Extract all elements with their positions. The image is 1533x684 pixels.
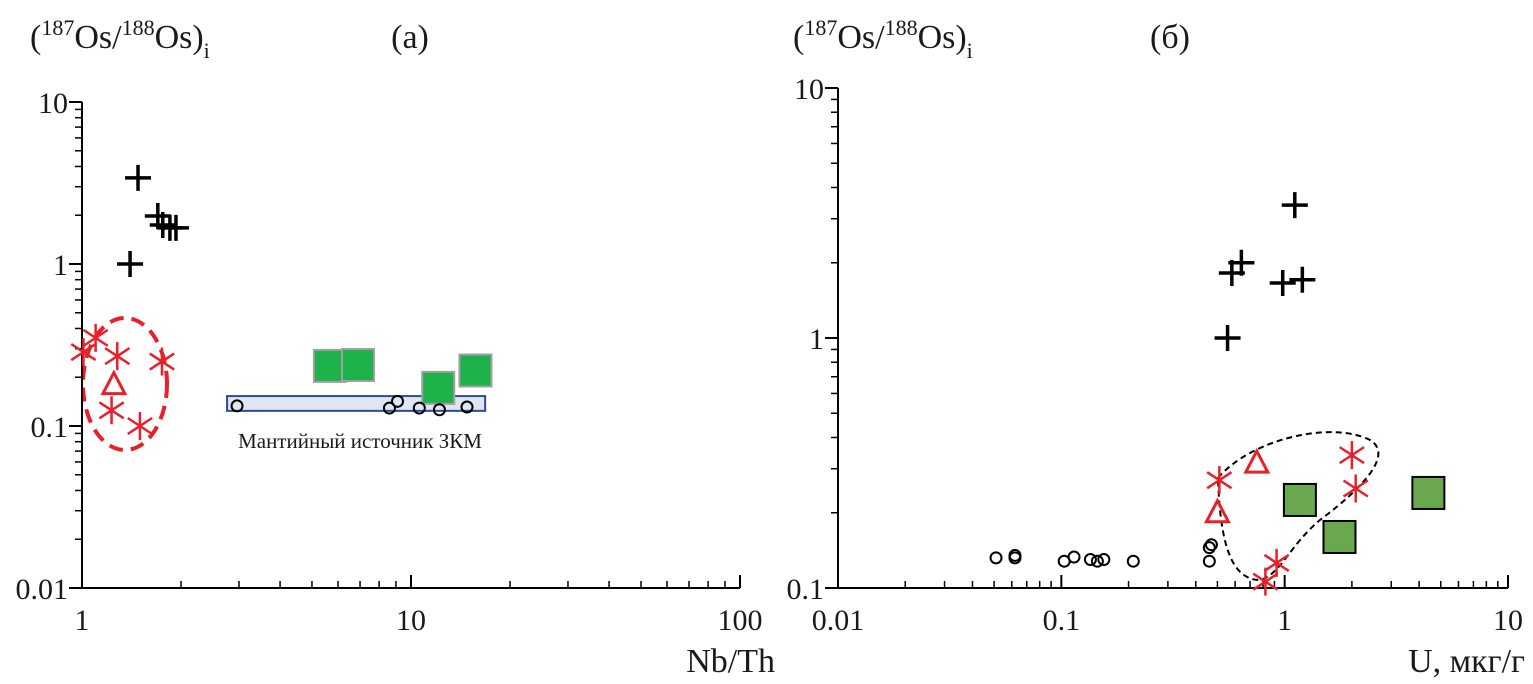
plus-marker <box>125 164 152 191</box>
y-axis-label-part: 188 <box>122 15 155 40</box>
plus-marker <box>1214 325 1241 351</box>
y-axis-label-part: Os/ <box>837 19 885 56</box>
circle-marker <box>1126 554 1140 568</box>
square-marker <box>1411 475 1446 510</box>
y-axis-label-part: ( <box>30 19 41 56</box>
asterisk-marker <box>1252 567 1279 596</box>
x-tick-label: 100 <box>718 604 763 637</box>
x-tick-label: 0.1 <box>1043 604 1081 637</box>
y-axis-label-part: Os) <box>918 19 967 56</box>
circle-marker <box>460 400 474 414</box>
asterisk-marker <box>1206 466 1233 495</box>
y-tick-label: 1 <box>809 323 824 356</box>
asterisk-marker <box>1339 441 1365 470</box>
plus-marker <box>1269 269 1296 296</box>
asterisk-marker <box>70 338 97 367</box>
y-axis-label-part: ( <box>793 19 804 56</box>
asterisk-marker <box>1342 474 1369 503</box>
y-axis-label-part: i <box>204 38 210 63</box>
x-tick-label: 1 <box>1277 604 1292 637</box>
y-tick-label: 0.1 <box>31 411 69 444</box>
y-axis-label: (187Os/188Os)i <box>30 15 210 63</box>
plus-marker <box>1218 259 1245 286</box>
y-tick-label: 0.01 <box>16 573 69 606</box>
y-axis-label-part: Os/ <box>74 19 122 56</box>
asterisk-marker <box>104 342 131 371</box>
y-tick-label: 10 <box>794 73 824 106</box>
circle-marker <box>1097 553 1111 567</box>
circle-marker <box>412 401 426 415</box>
plus-marker <box>162 214 189 241</box>
y-tick-label: 1 <box>53 249 68 282</box>
square-marker <box>1282 482 1317 517</box>
x-tick-label: 1 <box>75 604 90 637</box>
plus-marker <box>117 251 144 277</box>
y-axis-label-part: Os) <box>155 19 204 56</box>
y-axis-label-part: i <box>967 38 973 63</box>
group-outline <box>81 316 169 452</box>
panel-label: (а) <box>391 19 429 56</box>
square-marker <box>421 370 456 405</box>
x-axis-label: U, мкг/г <box>1408 643 1525 680</box>
x-tick-label: 0.01 <box>812 604 865 637</box>
circle-marker <box>382 401 396 415</box>
y-axis-label-part: 187 <box>804 15 837 40</box>
square-marker <box>340 347 375 382</box>
triangle-marker <box>100 369 128 396</box>
y-axis-label: (187Os/188Os)i <box>793 15 973 63</box>
circle-marker <box>230 399 244 413</box>
circle-marker <box>1067 550 1081 564</box>
circle-marker <box>1008 548 1022 562</box>
asterisk-marker <box>82 323 109 352</box>
square-marker <box>1322 519 1357 554</box>
square-marker <box>458 353 493 388</box>
triangle-marker <box>1243 447 1271 474</box>
x-tick-label: 10 <box>1493 604 1523 637</box>
circle-marker <box>989 551 1003 565</box>
triangle-marker <box>1203 497 1231 524</box>
panel-label: (б) <box>1150 19 1190 56</box>
plus-marker <box>1289 266 1316 293</box>
circle-marker <box>432 403 446 417</box>
y-tick-label: 0.1 <box>787 573 825 606</box>
y-tick-label: 10 <box>38 87 68 120</box>
y-axis-label-part: 188 <box>885 15 918 40</box>
x-tick-label: 10 <box>396 604 426 637</box>
circle-marker <box>1204 538 1218 552</box>
circle-marker <box>1083 553 1097 567</box>
asterisk-marker <box>1263 548 1290 577</box>
circle-marker <box>1202 554 1216 568</box>
asterisk-marker <box>98 396 125 425</box>
circle-marker <box>391 394 405 408</box>
source-range <box>226 395 487 412</box>
asterisk-marker <box>127 412 153 440</box>
circle-marker <box>1090 554 1104 568</box>
annotation: Мантийный источник ЗКМ <box>238 429 482 453</box>
y-axis-label-part: 187 <box>41 15 74 40</box>
group-outline <box>1216 431 1380 582</box>
asterisk-marker <box>149 347 175 376</box>
plus-marker <box>1281 192 1308 219</box>
x-axis-label: Nb/Th <box>686 643 775 680</box>
